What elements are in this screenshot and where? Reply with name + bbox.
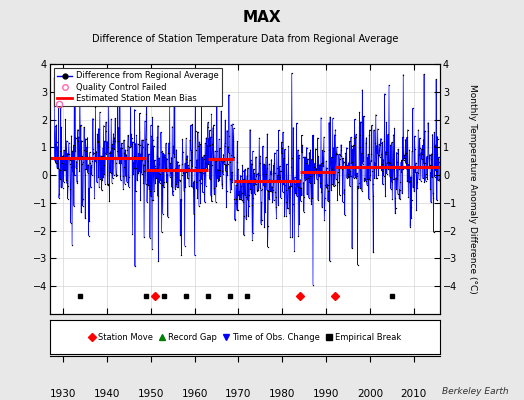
Text: MAX: MAX — [243, 10, 281, 25]
Y-axis label: Monthly Temperature Anomaly Difference (°C): Monthly Temperature Anomaly Difference (… — [468, 84, 477, 294]
Text: Berkeley Earth: Berkeley Earth — [442, 387, 508, 396]
Legend: Difference from Regional Average, Quality Control Failed, Estimated Station Mean: Difference from Regional Average, Qualit… — [54, 68, 222, 106]
Title: Difference of Station Temperature Data from Regional Average: Difference of Station Temperature Data f… — [92, 34, 398, 44]
Legend: Station Move, Record Gap, Time of Obs. Change, Empirical Break: Station Move, Record Gap, Time of Obs. C… — [86, 330, 403, 344]
